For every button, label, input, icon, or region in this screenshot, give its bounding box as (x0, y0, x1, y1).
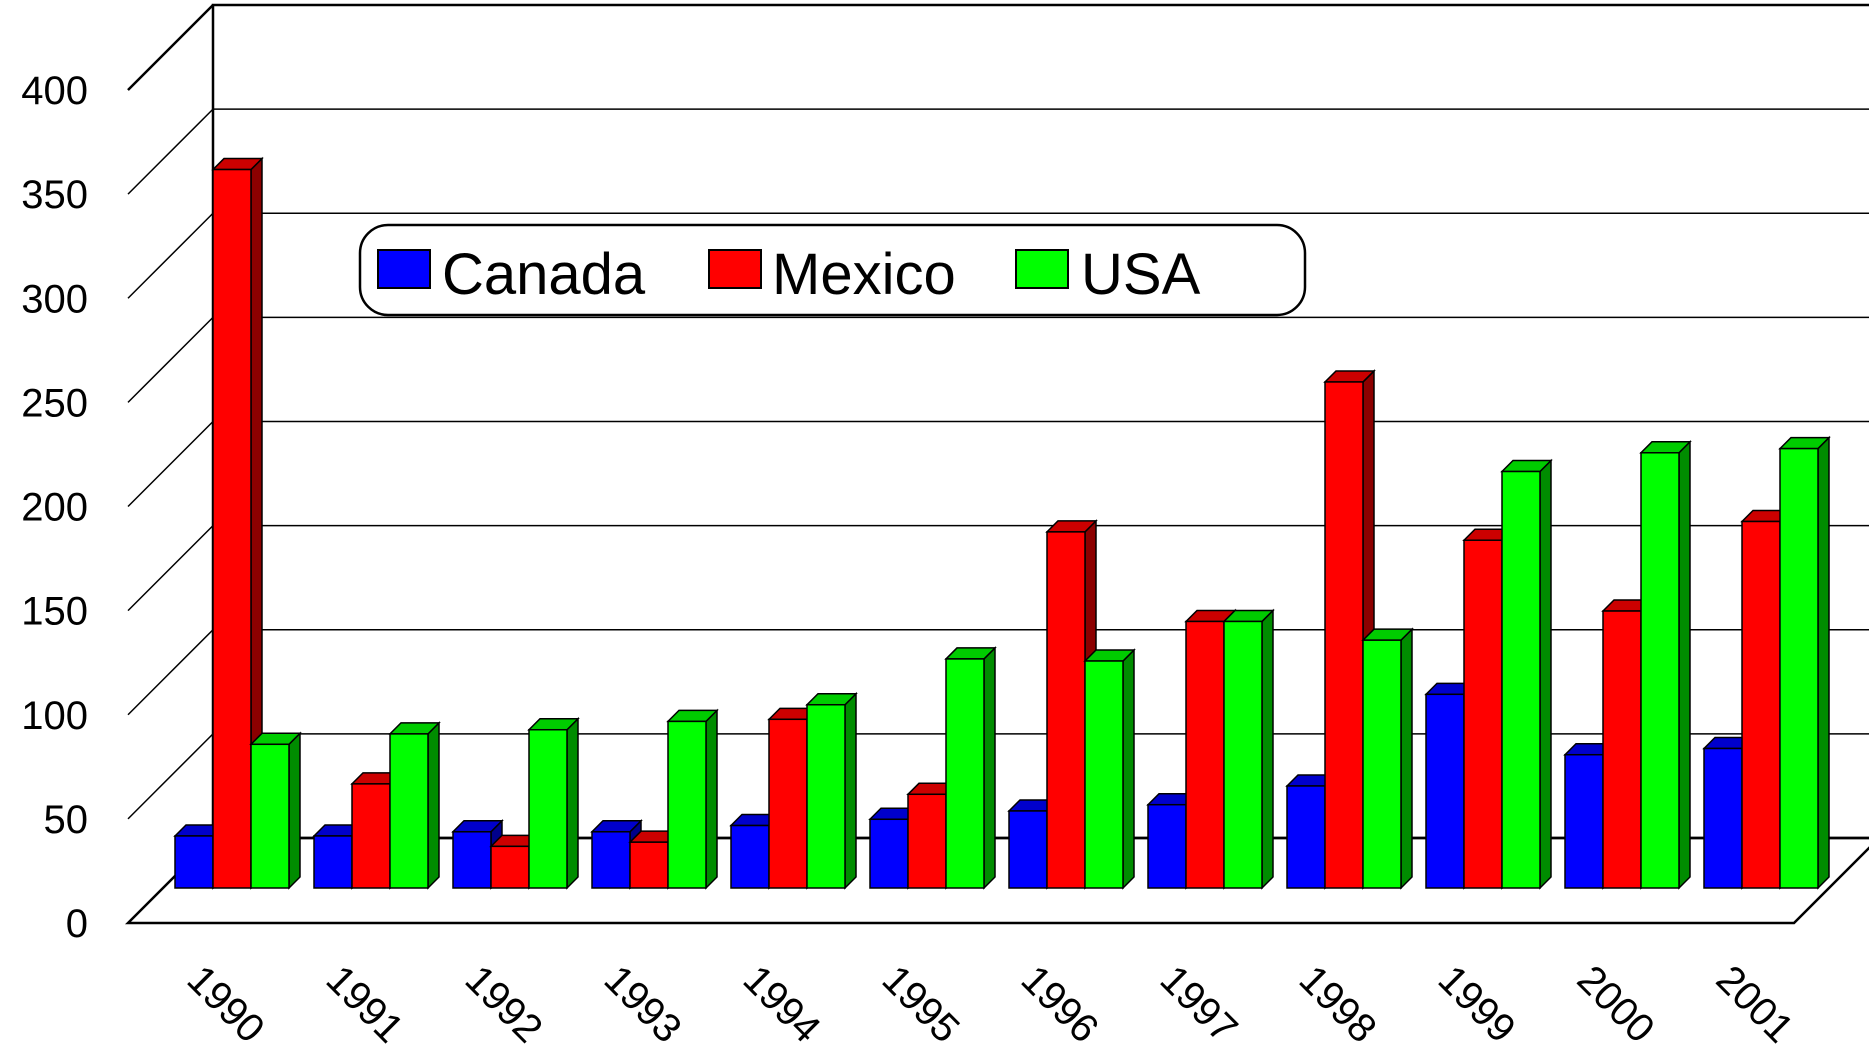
x-tick-label: 1990 (179, 957, 273, 1051)
legend-label-usa: USA (1081, 242, 1201, 307)
x-axis-ticks: 1990 1991 1992 1993 1994 1995 1996 1997 1998 1999… (179, 957, 1802, 1051)
gridline-diagonal (127, 108, 214, 195)
bar-usa-1998 (1361, 627, 1414, 890)
x-tick-label: 1999 (1430, 957, 1524, 1051)
y-tick-label: 150 (21, 590, 88, 634)
bar-usa-1990 (249, 731, 302, 890)
legend-swatch-mexico (708, 249, 762, 289)
y-tick-label: 0 (66, 902, 88, 946)
bar-usa-1991 (388, 721, 441, 890)
bar-usa-1993 (666, 708, 719, 890)
y-tick-label: 350 (21, 173, 88, 217)
bar-usa-2000 (1639, 439, 1692, 890)
y-tick-label: 100 (21, 694, 88, 738)
x-tick-label: 1994 (735, 957, 829, 1051)
x-tick-label: 1998 (1291, 957, 1385, 1051)
legend-label-mexico: Mexico (772, 242, 956, 307)
legend-label-canada: Canada (442, 242, 646, 307)
legend-swatch-canada (377, 249, 431, 289)
bar-usa-1999 (1500, 458, 1553, 890)
y-tick-label: 200 (21, 486, 88, 530)
y-tick-label: 400 (21, 69, 88, 113)
x-tick-label: 1992 (457, 957, 551, 1051)
bar-usa-1996 (1083, 648, 1136, 890)
bar-usa-1995 (944, 646, 997, 890)
x-tick-label: 2000 (1569, 957, 1663, 1051)
y-tick-label: 50 (44, 798, 89, 842)
gridline-diagonal (127, 212, 214, 299)
bar-mexico-1990 (211, 156, 264, 890)
legend: Canada Mexico USA (358, 223, 1307, 317)
legend-box (358, 223, 1307, 317)
y-tick-label: 250 (21, 381, 88, 425)
y-axis-ticks: 0 50 100 150 200 250 300 350 400 (21, 69, 88, 946)
x-tick-label: 1997 (1152, 957, 1246, 1051)
legend-swatch-usa (1015, 249, 1069, 289)
bar-usa-1994 (805, 691, 858, 890)
x-tick-label: 1993 (596, 957, 690, 1051)
gridlines (127, 4, 1869, 820)
bar-usa-1992 (527, 716, 580, 890)
gridline-diagonal (127, 733, 214, 820)
gridline-diagonal (127, 316, 214, 403)
x-tick-label: 1995 (874, 957, 968, 1051)
gridline-diagonal (127, 4, 214, 91)
gridline-diagonal (127, 420, 214, 508)
x-tick-label: 1996 (1013, 957, 1107, 1051)
x-tick-label: 2001 (1708, 957, 1802, 1051)
y-tick-label: 300 (21, 277, 88, 321)
bar-usa-2001 (1778, 435, 1831, 890)
x-tick-label: 1991 (318, 957, 412, 1051)
bars (173, 156, 1831, 890)
gridline-diagonal (127, 629, 214, 716)
bar-usa-1997 (1222, 608, 1275, 890)
gridline-diagonal (127, 525, 214, 612)
